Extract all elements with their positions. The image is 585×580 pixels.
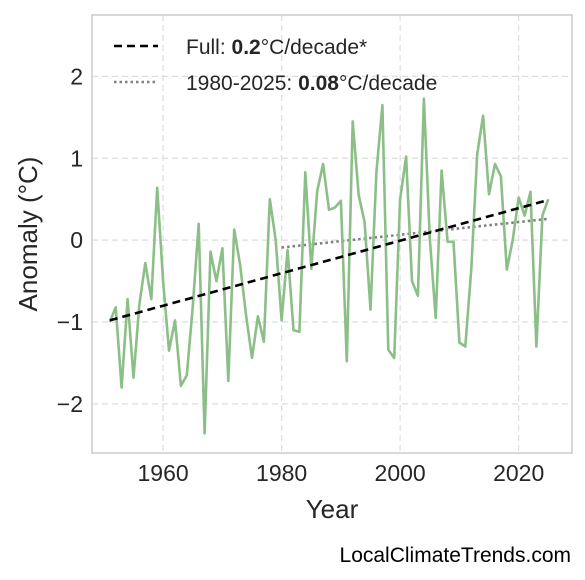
legend-full-value: 0.2	[232, 36, 261, 59]
legend-recent-value: 0.08	[298, 72, 339, 95]
y-tick-label: 1	[70, 145, 83, 171]
legend: Full: 0.2°C/decade* 1980-2025: 0.08°C/de…	[114, 36, 437, 95]
legend-entry-recent-trend: 1980-2025: 0.08°C/decade	[186, 72, 437, 95]
x-axis-label: Year	[306, 494, 359, 524]
legend-entry-full-trend: Full: 0.2°C/decade*	[186, 36, 367, 59]
plot-frame	[91, 14, 573, 454]
y-tick-label: −2	[57, 391, 83, 417]
y-tick-label: 2	[70, 63, 83, 89]
x-tick-label: 2020	[493, 460, 544, 486]
series-layer	[108, 97, 550, 435]
y-tick-label: 0	[70, 227, 83, 253]
x-tick-label: 1980	[256, 460, 307, 486]
legend-recent-prefix: 1980-2025:	[186, 72, 298, 95]
y-axis-ticks: −2 −1 0 1 2	[57, 63, 83, 416]
trend-lines	[281, 217, 549, 249]
x-tick-label: 2000	[375, 460, 426, 486]
legend-recent-suffix: °C/decade	[339, 72, 437, 95]
y-tick-label: −1	[57, 309, 83, 335]
legend-full-prefix: Full:	[186, 36, 232, 59]
grid	[92, 15, 572, 453]
series-line-anomaly	[108, 97, 550, 435]
y-axis-label: Anomaly (°C)	[13, 157, 43, 312]
trend-line-full	[109, 198, 549, 322]
trend-line-recent	[281, 217, 549, 249]
legend-full-suffix: °C/decade*	[261, 36, 367, 59]
x-tick-label: 1960	[138, 460, 189, 486]
x-axis-ticks: 1960 1980 2000 2020	[138, 460, 545, 486]
watermark: LocalClimateTrends.com	[339, 544, 571, 567]
